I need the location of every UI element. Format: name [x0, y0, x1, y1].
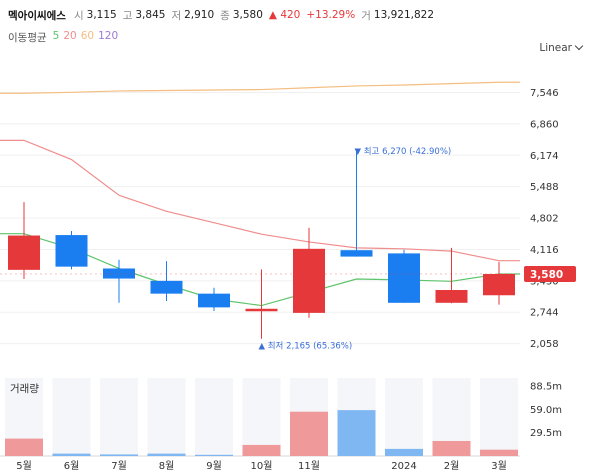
y-tick-label: 2,058	[530, 339, 559, 350]
volume-tick-label: 88.5m	[530, 382, 562, 393]
volume-bar	[195, 454, 233, 456]
volume-column-bg	[147, 378, 186, 456]
ma60-line	[0, 81, 520, 94]
x-tick-label: 8월	[159, 460, 175, 472]
ma20-legend[interactable]: 20	[63, 30, 77, 42]
ma60-legend[interactable]: 60	[80, 30, 95, 42]
close-label: 종	[220, 9, 230, 22]
open-value: 3,115	[86, 9, 117, 21]
volume-bar	[147, 453, 186, 456]
open-label: 시	[73, 9, 84, 22]
volume-label: 거	[361, 9, 371, 22]
high-annotation: ▼ 최고 6,270 (-42.90%)	[355, 146, 452, 157]
volume-bar	[432, 440, 471, 456]
candle-body	[150, 280, 183, 294]
volume-bar	[480, 449, 518, 456]
x-tick-label: 9월	[206, 460, 222, 472]
volume-bar	[5, 438, 43, 456]
volume-column-bg	[52, 378, 91, 456]
current-price-tag	[524, 265, 576, 282]
x-tick-label: 2024	[391, 461, 416, 472]
volume-bar	[242, 444, 281, 456]
volume-column-bg	[195, 378, 233, 456]
candle-body	[388, 253, 420, 303]
candle-body	[245, 308, 278, 312]
y-tick-label: 2,744	[530, 308, 559, 319]
change-percent: +13.29%	[306, 9, 356, 21]
y-tick-label: 7,546	[530, 88, 559, 99]
high-value: 3,845	[135, 9, 166, 21]
x-tick-label: 7월	[111, 460, 127, 472]
volume-bar	[100, 454, 138, 456]
candle-body	[435, 289, 468, 303]
low-annotation: ▲ 최저 2,165 (65.36%)	[259, 341, 353, 352]
scale-dropdown[interactable]: Linear	[539, 41, 584, 54]
candle-body	[483, 273, 515, 296]
volume-bar	[52, 453, 91, 456]
volume-column-bg	[242, 378, 281, 456]
candle-body	[340, 250, 373, 257]
scale-label: Linear	[539, 42, 572, 54]
y-tick-label: 6,860	[530, 119, 559, 130]
volume-panel-title: 거래량	[10, 383, 39, 395]
low-label: 저	[171, 9, 182, 22]
volume-column-bg	[385, 378, 423, 456]
candle-body	[8, 235, 40, 270]
ma-label: 이동평균	[8, 32, 47, 44]
x-tick-label: 6월	[64, 460, 80, 472]
current-price-label: 3,580	[530, 269, 563, 281]
ma5-legend[interactable]: 5	[52, 30, 60, 42]
y-tick-label: 4,802	[530, 214, 559, 225]
moving-average-legend: 이동평균 5 20 60 120	[8, 30, 118, 45]
volume-column-bg	[480, 378, 518, 456]
x-tick-label: 10월	[251, 460, 273, 472]
ma120-legend[interactable]: 120	[98, 30, 119, 42]
y-tick-label: 4,116	[530, 245, 559, 256]
x-tick-label: 2월	[444, 460, 460, 472]
volume-tick-label: 59.0m	[530, 405, 562, 416]
x-tick-label: 11월	[298, 460, 320, 472]
change-value: ▲ 420	[268, 9, 301, 21]
low-value: 2,910	[184, 9, 215, 21]
x-tick-label: 5월	[16, 460, 32, 472]
y-tick-label: 6,174	[530, 151, 559, 162]
candle-body	[198, 293, 230, 308]
candle-body	[55, 235, 88, 267]
candle-body	[293, 248, 325, 313]
volume-tick-label: 29.5m	[530, 428, 562, 439]
volume-column-bg	[100, 378, 138, 456]
x-tick-label: 3월	[491, 460, 507, 472]
candle-body	[103, 268, 135, 279]
high-label: 고	[122, 9, 133, 22]
y-tick-label: 5,488	[530, 182, 559, 193]
volume-bar	[337, 410, 376, 456]
stock-name: 멕아이씨에스	[8, 9, 66, 22]
volume-bar	[290, 411, 328, 456]
close-value: 3,580	[232, 9, 263, 21]
volume-bar	[385, 448, 423, 456]
volume-value: 13,921,822	[373, 9, 435, 21]
stock-summary-header: 멕아이씨에스 시 3,115 고 3,845 저 2,910 종 3,580 ▲ 420…	[8, 6, 440, 24]
